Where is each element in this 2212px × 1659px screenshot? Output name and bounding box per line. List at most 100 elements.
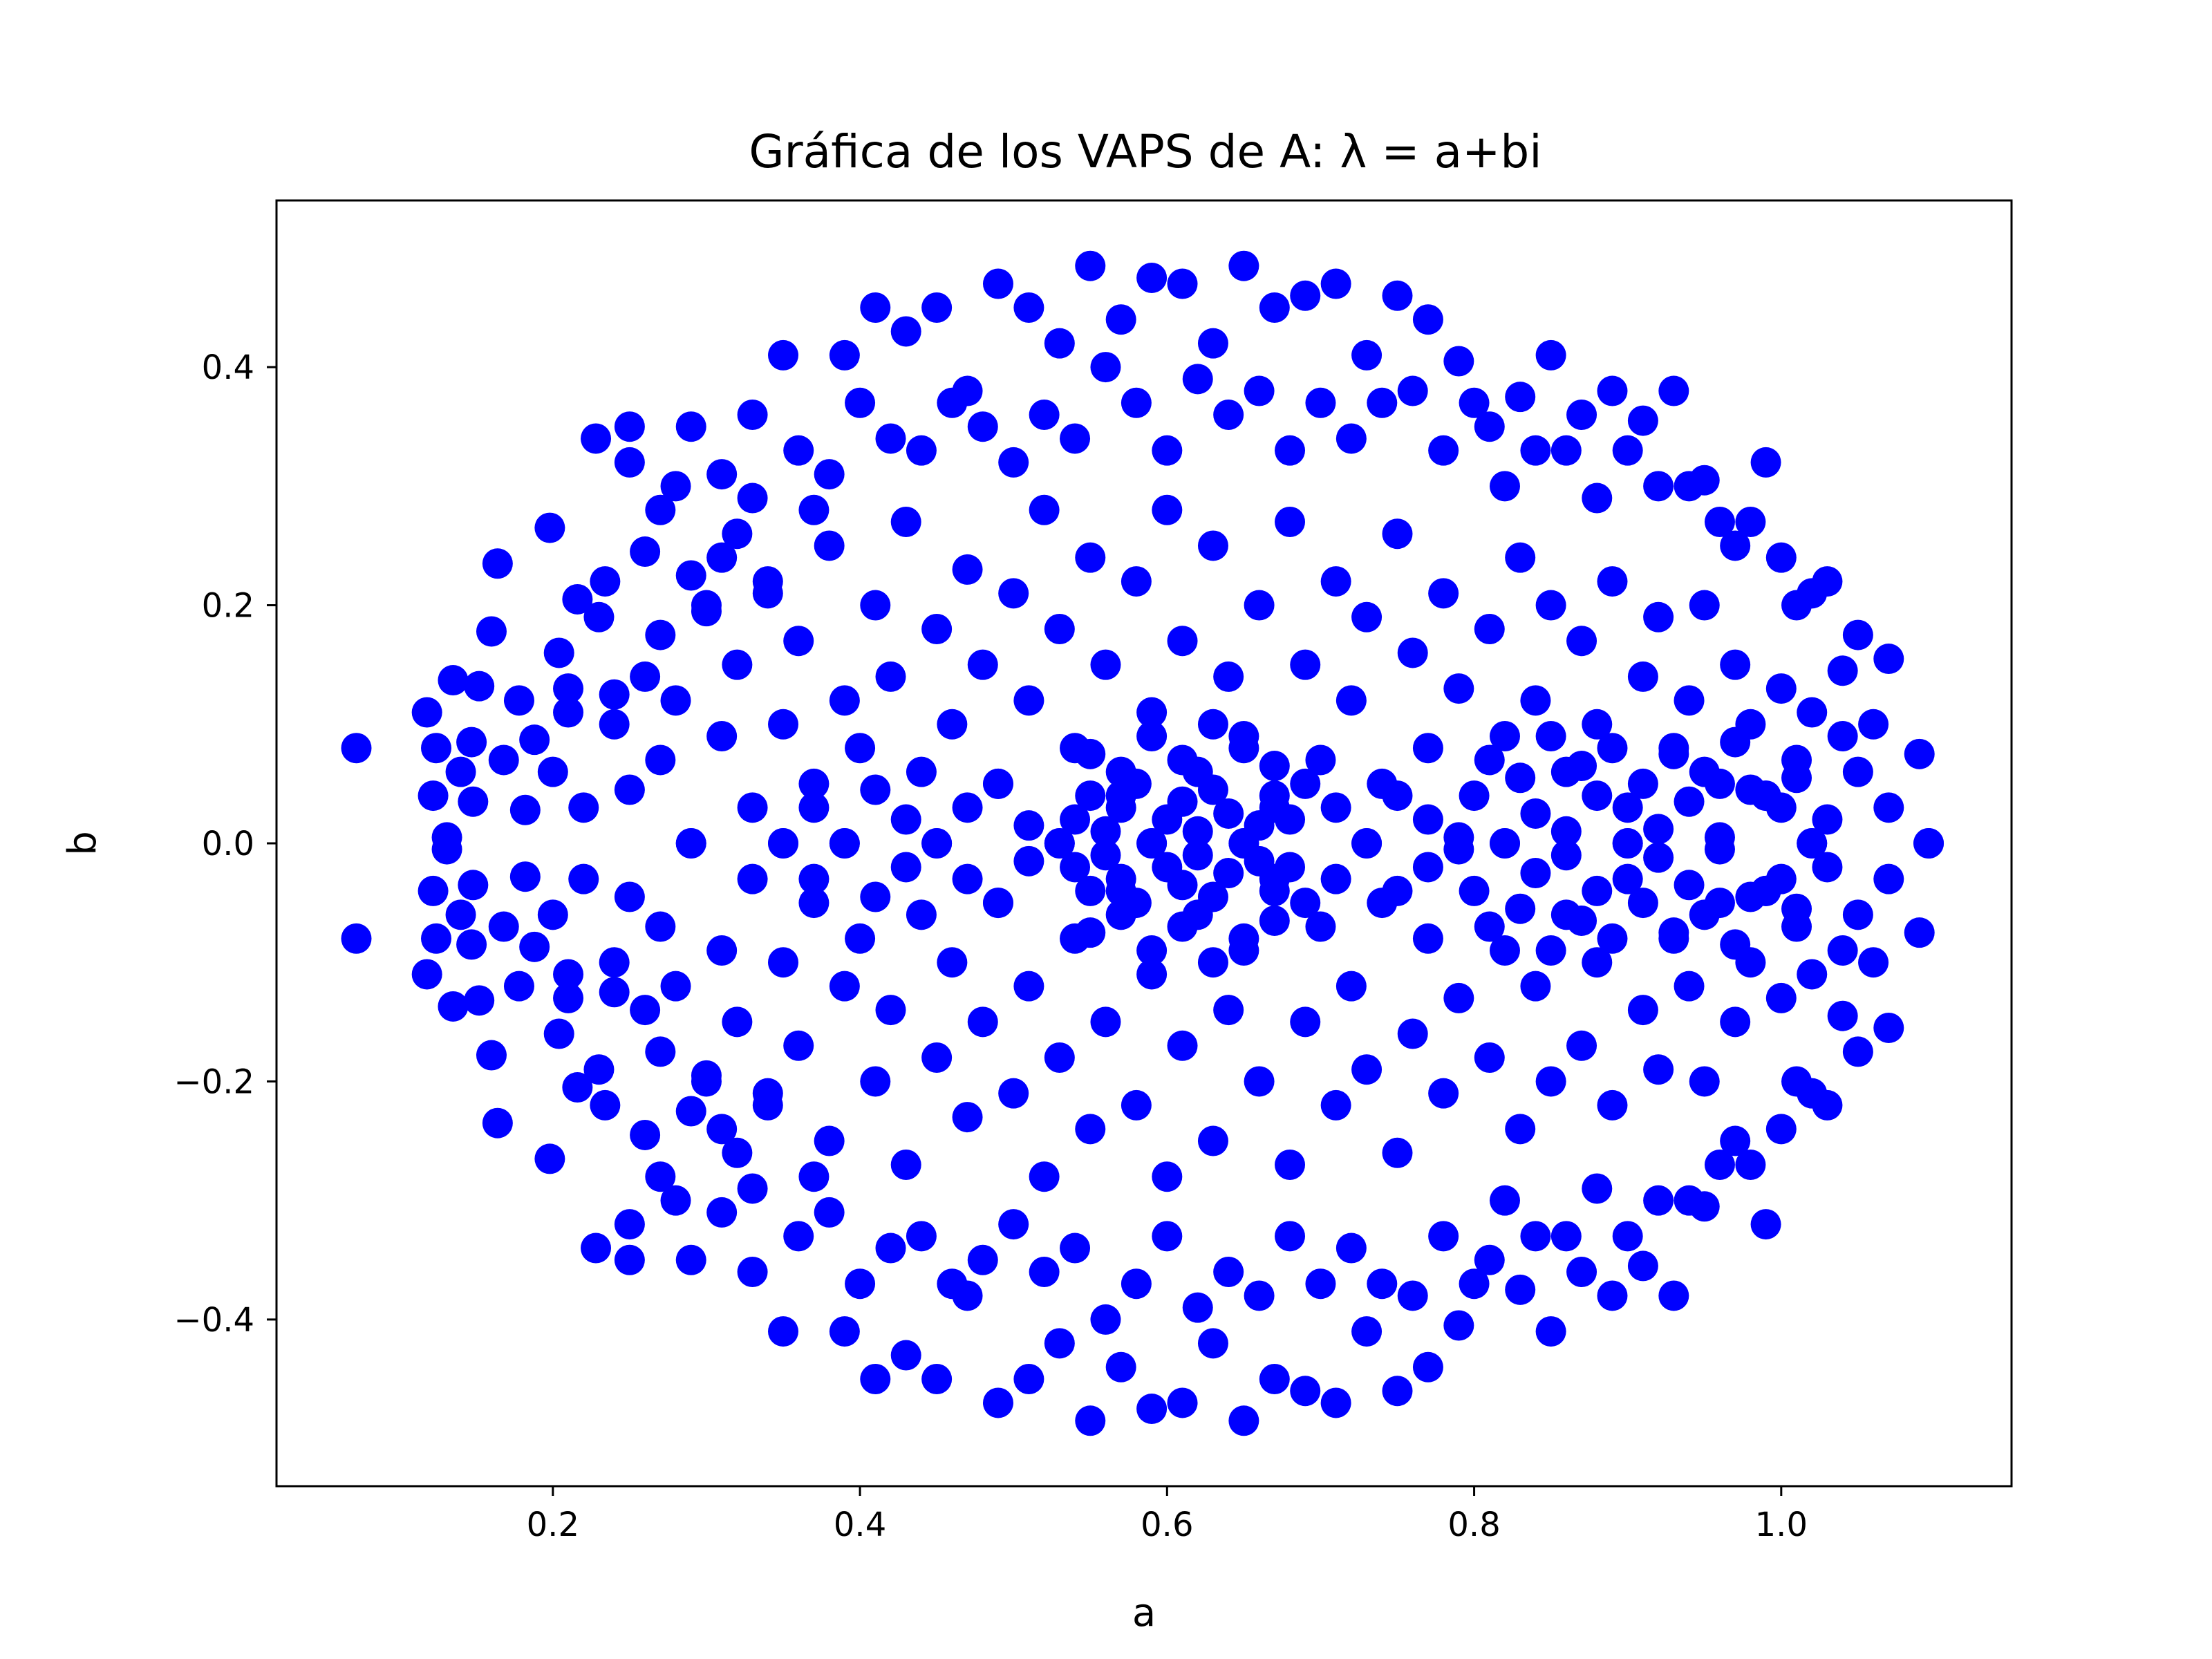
data-point-3-0	[537, 899, 568, 930]
data-point-3-13	[737, 863, 768, 894]
data-point-3-14	[752, 1089, 783, 1121]
data-point-3-38	[1121, 1089, 1152, 1121]
data-point-0-80	[1136, 262, 1168, 293]
data-point-0-57	[768, 1316, 799, 1347]
data-point-4-66	[1443, 834, 1474, 865]
data-point-3-68	[1582, 947, 1613, 978]
data-point-0-112	[1627, 405, 1658, 436]
data-point-5-19	[1720, 727, 1751, 758]
data-point-4-32	[1013, 810, 1044, 841]
data-point-5-1	[1520, 798, 1551, 829]
data-point-1-25	[1244, 375, 1275, 406]
data-point-3-39	[1136, 959, 1168, 990]
data-point-4-67	[921, 828, 953, 859]
data-point-1-6	[706, 459, 738, 490]
data-point-0-98	[1412, 304, 1443, 335]
data-point-1-35	[1550, 435, 1582, 466]
data-point-0-26	[503, 685, 534, 716]
data-point-0-108	[1566, 400, 1597, 430]
data-point-3-77	[1720, 1006, 1751, 1038]
data-point-3-25	[921, 1042, 953, 1073]
data-point-1-41	[1735, 507, 1766, 537]
data-point-3-83	[1812, 852, 1843, 883]
data-point-2-52	[1335, 685, 1367, 716]
data-point-2-5	[614, 774, 645, 805]
data-point-0-85	[1197, 1328, 1228, 1359]
data-point-0-54	[737, 400, 768, 430]
data-point-0-59	[798, 1161, 830, 1192]
data-point-0-92	[1320, 268, 1351, 299]
data-point-1-39	[1674, 471, 1705, 502]
data-point-5-18	[1689, 756, 1720, 787]
data-point-5-25	[1582, 875, 1613, 906]
data-point-3-57	[1412, 923, 1443, 954]
data-point-0-83	[1167, 1387, 1198, 1418]
data-point-0-5	[418, 875, 449, 906]
data-point-4-49	[1213, 858, 1244, 889]
data-point-5-32	[1797, 828, 1828, 859]
data-point-1-76	[1428, 1221, 1459, 1252]
data-point-1-3	[660, 471, 691, 502]
data-point-5-28	[1674, 870, 1705, 901]
data-point-4-55	[1105, 899, 1136, 930]
data-point-2-32	[1029, 494, 1060, 525]
data-point-4-1	[1060, 804, 1091, 835]
data-point-0-109	[1566, 1257, 1597, 1287]
data-point-4-30	[952, 792, 983, 823]
data-point-0-89	[1259, 1364, 1290, 1394]
data-point-4-23	[1290, 768, 1321, 799]
data-point-1-79	[1520, 1221, 1551, 1252]
data-point-1-11	[814, 459, 845, 490]
data-point-2-51	[1320, 566, 1351, 597]
data-point-1-59	[906, 1221, 937, 1252]
data-point-5-17	[1658, 738, 1689, 769]
data-point-1-43	[1797, 578, 1828, 609]
data-point-3-7	[645, 911, 676, 942]
data-point-1-12	[845, 387, 876, 418]
data-point-1-65	[1090, 1304, 1121, 1335]
data-point-4-10	[1197, 774, 1228, 805]
data-point-0-101	[1443, 1310, 1474, 1341]
data-point-3-65	[1535, 1066, 1566, 1097]
data-point-4-41	[1090, 840, 1121, 871]
data-point-0-130	[1904, 738, 1935, 769]
data-point-0-56	[768, 339, 799, 371]
data-point-3-30	[998, 1078, 1029, 1109]
data-point-0-1	[341, 923, 372, 954]
data-point-2-38	[1121, 566, 1152, 597]
data-point-2-69	[1597, 566, 1628, 597]
data-point-1-62	[998, 1209, 1029, 1240]
data-point-1-53	[737, 1173, 768, 1204]
data-point-0-64	[890, 316, 921, 347]
data-point-1-2	[645, 619, 676, 650]
data-point-2-18	[814, 530, 845, 561]
data-point-0-87	[1228, 1405, 1259, 1436]
data-point-0-95	[1351, 1316, 1382, 1347]
y-tick-label: −0.2	[174, 1062, 254, 1101]
data-point-0-45	[599, 977, 630, 1008]
data-point-2-20	[845, 733, 876, 764]
data-point-0-115	[1658, 1280, 1689, 1311]
data-point-2-19	[829, 685, 860, 716]
data-point-0-43	[590, 1089, 621, 1121]
x-tick-label: 0.4	[834, 1506, 886, 1544]
x-tick-label: 0.2	[527, 1506, 579, 1544]
data-point-5-2	[1550, 816, 1582, 847]
data-point-1-77	[1459, 1268, 1490, 1300]
data-point-5-24	[1550, 840, 1582, 871]
data-point-0-94	[1351, 339, 1382, 371]
data-point-0-25	[488, 911, 519, 942]
data-point-3-56	[1397, 1018, 1428, 1049]
data-point-1-15	[937, 387, 968, 418]
data-point-2-36	[1090, 649, 1121, 680]
data-point-0-48	[645, 494, 676, 525]
data-point-2-72	[1643, 601, 1674, 632]
data-point-3-18	[814, 1125, 845, 1156]
data-point-1-84	[1674, 1185, 1705, 1216]
data-point-4-16	[1075, 738, 1106, 769]
data-point-4-35	[890, 804, 921, 835]
data-point-1-8	[737, 482, 768, 514]
data-point-0-76	[1075, 250, 1106, 281]
data-point-1-28	[1335, 423, 1367, 454]
data-point-4-58	[1197, 947, 1228, 978]
